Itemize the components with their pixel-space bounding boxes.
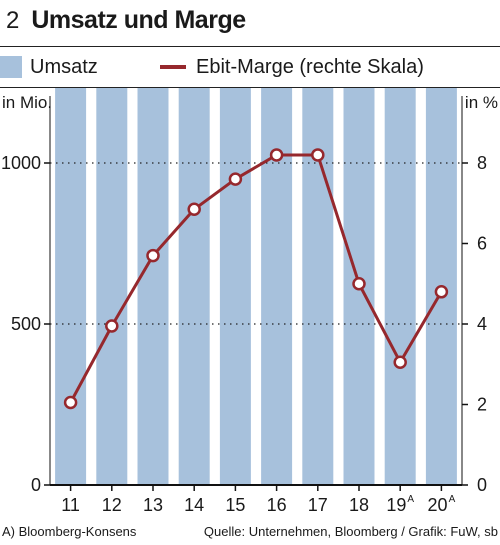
legend-item-ebit-marge: Ebit-Marge (rechte Skala)	[160, 48, 424, 86]
title-divider	[0, 46, 500, 47]
x-tick-label-14: 14	[184, 495, 204, 515]
y-left-tick-label-0: 0	[31, 475, 41, 495]
ebit-marge-point-11	[63, 395, 78, 410]
ebit-marge-point-17	[311, 148, 325, 162]
bar-17	[302, 88, 334, 485]
bar-15	[219, 88, 251, 485]
figure-number: 2	[6, 7, 20, 34]
x-tick-label-19: 19A	[386, 494, 414, 515]
x-tick-footnote-mark: A	[407, 494, 414, 505]
source-credit: Quelle: Unternehmen, Bloomberg / Grafik:…	[203, 524, 498, 539]
bar-14	[178, 88, 210, 486]
legend-label-umsatz: Umsatz	[30, 55, 98, 78]
x-tick-label-16: 16	[267, 495, 287, 515]
x-tick-footnote-mark: A	[449, 494, 456, 505]
y-right-tick-label-4: 4	[477, 314, 487, 334]
ebit-marge-point-20	[434, 285, 449, 299]
bar-19	[384, 88, 416, 485]
ebit-marge-point-14	[187, 202, 201, 217]
x-tick-label-15: 15	[225, 495, 245, 515]
x-tick-label-13: 13	[143, 495, 163, 515]
chart-plot: in Mio. Fr.in %0500100015002000024681112…	[1, 88, 498, 515]
x-tick-label-11: 11	[61, 495, 80, 515]
y-left-tick-label-1000: 1000	[1, 153, 41, 173]
bar-swatch-icon	[0, 56, 22, 78]
x-tick-label-12: 12	[102, 495, 122, 515]
legend-label-ebit-marge: Ebit-Marge (rechte Skala)	[196, 55, 424, 78]
y-right-tick-label-0: 0	[477, 475, 487, 495]
chart-title: Umsatz und Marge	[31, 6, 246, 34]
ebit-marge-point-15	[228, 172, 243, 186]
bar-16	[261, 88, 293, 485]
bar-11	[55, 88, 87, 486]
ebit-marge-point-19	[393, 355, 407, 369]
legend: Umsatz Ebit-Marge (rechte Skala)	[0, 48, 500, 86]
y-right-tick-label-8: 8	[477, 153, 487, 173]
y-right-unit-label: in %	[465, 93, 498, 112]
chart-header: 2 Umsatz und Marge	[6, 6, 246, 40]
ebit-marge-point-18	[352, 277, 366, 291]
bar-13	[137, 88, 169, 485]
ebit-marge-point-16	[269, 148, 284, 162]
x-tick-label-18: 18	[349, 495, 369, 515]
line-swatch-icon	[160, 65, 186, 69]
y-left-tick-label-500: 500	[11, 314, 41, 334]
y-right-tick-label-2: 2	[477, 395, 487, 415]
legend-item-umsatz: Umsatz	[0, 48, 98, 86]
footnote: A) Bloomberg-Konsens	[2, 524, 137, 539]
ebit-marge-point-12	[105, 319, 119, 333]
x-tick-label-20: 20A	[428, 494, 456, 515]
ebit-marge-line	[69, 153, 443, 404]
bar-12	[96, 88, 128, 485]
ebit-marge-point-13	[146, 248, 160, 263]
y-right-tick-label-6: 6	[477, 234, 487, 254]
x-tick-label-17: 17	[308, 495, 328, 515]
